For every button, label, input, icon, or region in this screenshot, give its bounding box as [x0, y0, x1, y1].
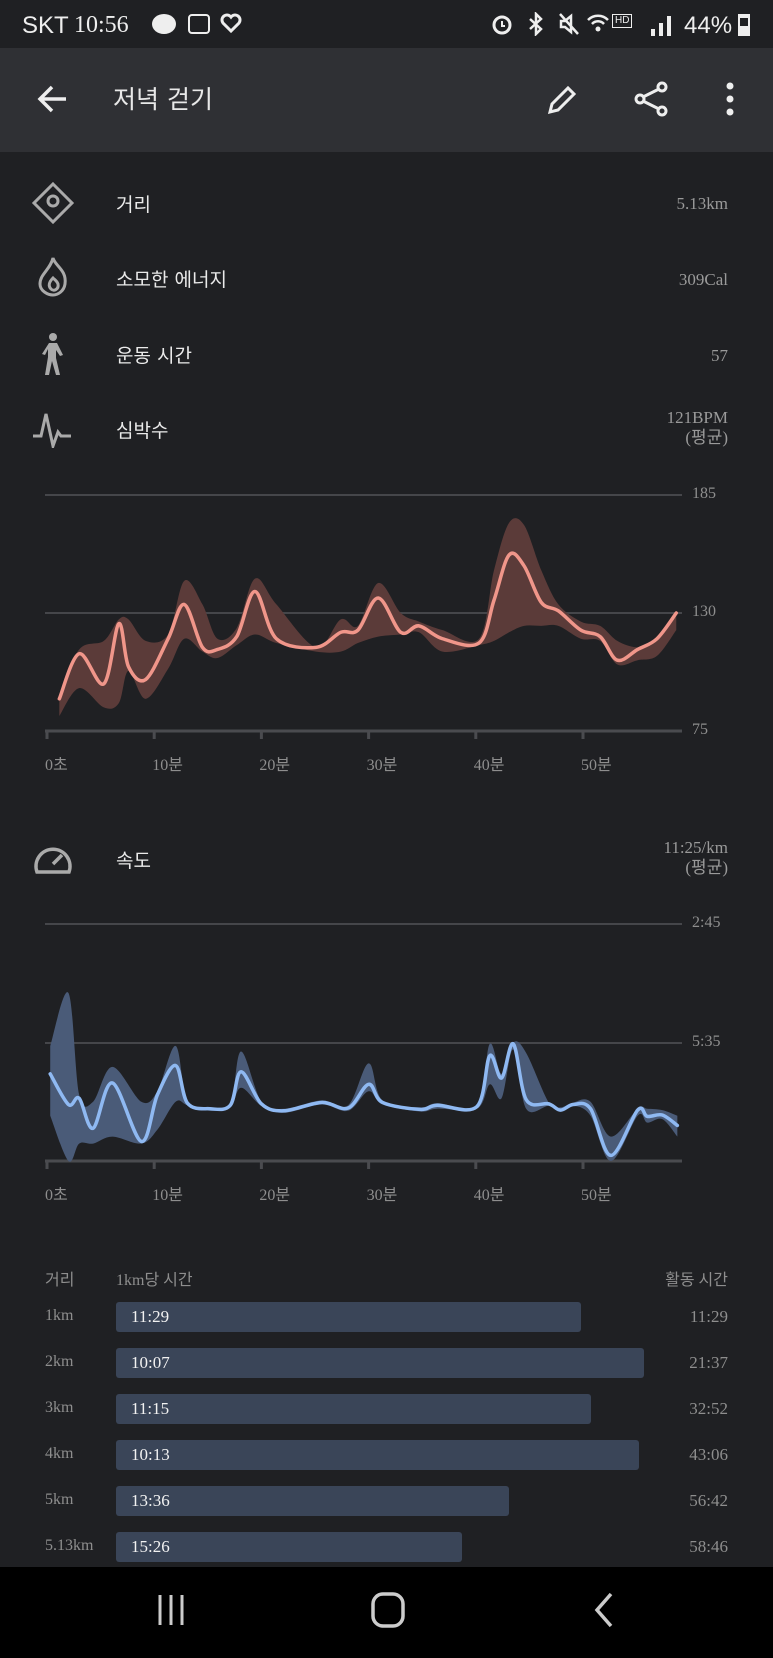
x-tick-label: 0초 [45, 1187, 68, 1204]
split-distance: 2km [45, 1353, 74, 1370]
average-line [48, 1042, 680, 1158]
y-tick-label: 75 [692, 721, 708, 738]
navigation-bar [0, 1567, 773, 1658]
split-pace-bar: 11:15 [116, 1394, 591, 1424]
edit-button[interactable] [544, 82, 580, 118]
talk-icon [152, 14, 176, 34]
more-button[interactable] [720, 80, 740, 118]
x-tick-label: 30분 [366, 757, 398, 774]
y-tick-label: 5:35 [692, 1033, 721, 1050]
split-pace-bar: 10:13 [116, 1440, 639, 1470]
split-pace: 11:29 [131, 1307, 170, 1326]
clock: 10:56 [74, 12, 129, 38]
x-tick-label: 20분 [259, 757, 291, 774]
summary-duration: 운동 시간 57 [0, 332, 773, 376]
split-total: 43:06 [689, 1445, 728, 1464]
split-total: 56:42 [689, 1491, 728, 1510]
x-tick-label: 20분 [259, 1187, 291, 1204]
heart-icon [220, 13, 242, 33]
mute-icon [559, 13, 579, 35]
x-tick-label: 50분 [581, 757, 612, 774]
speed-label: 속도 [116, 850, 151, 872]
wifi-icon [587, 14, 609, 32]
back-button[interactable] [36, 82, 70, 116]
speed-sub: (평균) [685, 858, 728, 877]
split-pace: 15:26 [131, 1537, 170, 1556]
x-tick-label: 40분 [473, 1187, 505, 1204]
bluetooth-icon [529, 12, 543, 36]
speed-header: 속도 11:25/km (평균) [0, 836, 773, 882]
range-band [59, 518, 677, 716]
split-total: 32:52 [689, 1399, 728, 1418]
heartbeat-icon [33, 413, 71, 448]
x-tick-label: 40분 [473, 757, 505, 774]
x-tick-label: 0초 [45, 757, 68, 774]
range-band [50, 992, 678, 1162]
carrier: SKT [22, 12, 69, 39]
summary-value: 5.13km [676, 194, 728, 213]
share-button[interactable] [632, 80, 670, 118]
summary-value: 57 [711, 346, 728, 365]
signal-icon [651, 16, 671, 36]
split-pace-bar: 15:26 [116, 1532, 463, 1562]
speed-value: 11:25/km [663, 838, 728, 857]
split-distance: 5km [45, 1491, 74, 1508]
heart-rate-chart [45, 494, 682, 739]
summary-energy: 소모한 에너지 309Cal [0, 256, 773, 300]
x-tick-label: 50분 [581, 1187, 612, 1204]
split-total: 58:46 [689, 1537, 728, 1556]
alarm-icon [492, 15, 512, 35]
split-pace: 10:13 [131, 1445, 170, 1464]
y-tick-label: 130 [692, 603, 716, 620]
walking-icon [42, 333, 63, 375]
split-distance: 1km [45, 1307, 74, 1324]
split-total: 11:29 [689, 1307, 728, 1326]
location-diamond-icon [32, 182, 74, 224]
status-bar: SKT 10:56 HD 44% [0, 0, 773, 48]
hd-voice-icon: HD [612, 14, 633, 28]
split-pace-bar: 11:29 [116, 1302, 582, 1332]
recent-apps-icon[interactable] [155, 1593, 187, 1627]
summary-sub: (평균) [685, 428, 728, 447]
speedometer-icon [34, 847, 72, 874]
split-pace: 13:36 [131, 1491, 170, 1510]
x-tick-label: 30분 [366, 1187, 398, 1204]
x-tick-label: 10분 [152, 1187, 183, 1204]
summary-heart-rate: 심박수 121BPM (평균) [0, 406, 773, 452]
summary-distance: 거리 5.13km [0, 182, 773, 224]
header-pace: 1km당 시간 [116, 1272, 193, 1289]
summary-label: 운동 시간 [116, 345, 192, 367]
summary-value: 309Cal [678, 270, 728, 289]
header-distance: 거리 [45, 1272, 75, 1289]
split-pace-bar: 10:07 [116, 1348, 644, 1378]
header-total: 활동 시간 [665, 1272, 728, 1289]
split-distance: 5.13km [45, 1537, 94, 1554]
battery-icon [738, 14, 750, 36]
split-pace-bar: 13:36 [116, 1486, 509, 1516]
summary-label: 심박수 [116, 420, 169, 442]
home-icon[interactable] [370, 1591, 406, 1629]
split-distance: 4km [45, 1445, 74, 1462]
split-pace: 10:07 [131, 1353, 170, 1372]
app-bar: 저녁 걷기 [0, 48, 773, 152]
y-tick-label: 185 [692, 485, 716, 502]
summary-value: 121BPM [666, 408, 728, 427]
app-icon [188, 14, 210, 34]
x-tick-label: 10분 [152, 757, 183, 774]
split-pace: 11:15 [131, 1399, 170, 1418]
page-title: 저녁 걷기 [113, 85, 213, 114]
flame-icon [38, 257, 67, 297]
split-distance: 3km [45, 1399, 74, 1416]
speed-chart [45, 923, 682, 1169]
summary-label: 소모한 에너지 [116, 269, 227, 291]
battery-percent: 44% [684, 12, 733, 39]
back-chevron-icon[interactable] [592, 1591, 616, 1629]
split-total: 21:37 [689, 1353, 728, 1372]
average-line [57, 551, 679, 701]
y-tick-label: 2:45 [692, 914, 721, 931]
summary-label: 거리 [116, 194, 151, 216]
